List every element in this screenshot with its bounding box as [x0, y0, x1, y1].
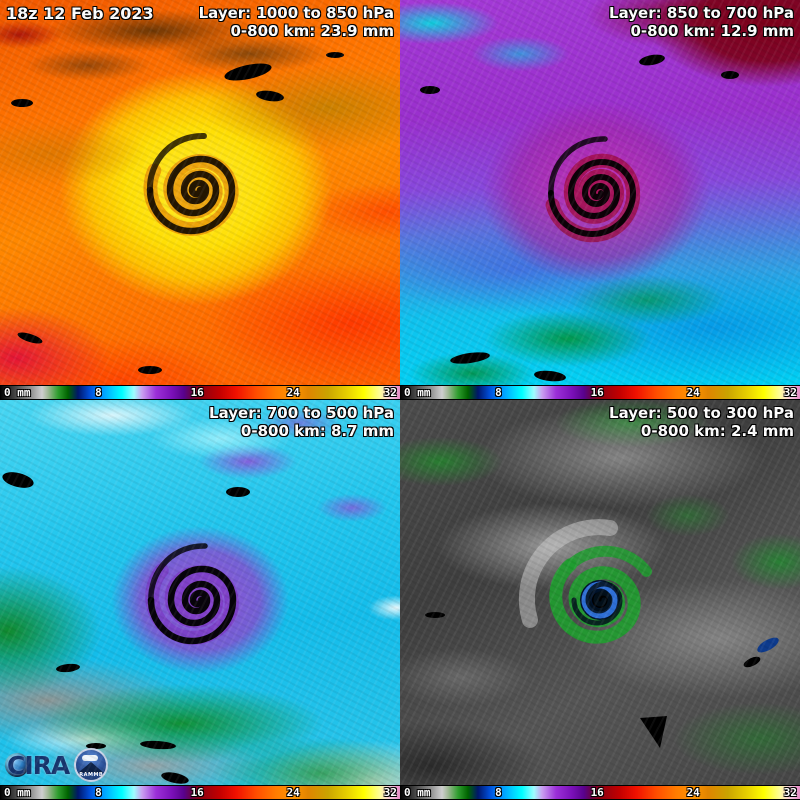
satellite-panel-850-700: Layer: 850 to 700 hPa 0-800 km: 12.9 mm [400, 0, 800, 385]
cira-logo: CIRA [5, 750, 70, 780]
colorbar-tick-32: 32 [383, 386, 397, 399]
layer-info-1000-850: Layer: 1000 to 850 hPa 0-800 km: 23.9 mm [199, 4, 394, 40]
mountain-icon [78, 762, 105, 773]
colorbar-tick-32: 32 [783, 386, 797, 399]
colorbar-zero-label: 0 mm [404, 386, 431, 399]
satellite-panel-700-500: Layer: 700 to 500 hPa 0-800 km: 8.7 mm CI… [0, 400, 400, 785]
layer-value: 0-800 km: 8.7 mm [240, 422, 394, 440]
satellite-panel-500-300: Layer: 500 to 300 hPa 0-800 km: 2.4 mm [400, 400, 800, 785]
colorbar-tick-24: 24 [286, 786, 300, 799]
layer-label: Layer: 1000 to 850 hPa [198, 4, 394, 22]
colorbar-tick-24: 24 [686, 786, 700, 799]
colorbar-500-300: 0 mm 8 16 24 32 [400, 785, 800, 800]
cyclone-spiral-icon [2, 472, 250, 784]
colorbar-tick-8: 8 [95, 386, 102, 399]
layer-info-500-300: Layer: 500 to 300 hPa 0-800 km: 2.4 mm [609, 404, 794, 440]
cyclone-spiral-icon [420, 54, 739, 382]
unit-850-700: Layer: 850 to 700 hPa 0-800 km: 12.9 mm 0… [400, 0, 800, 400]
colorbar-tick-24: 24 [686, 386, 700, 399]
cira-logo-text: CIRA [7, 750, 70, 780]
colorbar-700-500: 0 mm 8 16 24 32 [0, 785, 400, 800]
layer-info-850-700: Layer: 850 to 700 hPa 0-800 km: 12.9 mm [609, 4, 794, 40]
colorbar-zero-label: 0 mm [404, 786, 431, 799]
satellite-panel-1000-850: 18z 12 Feb 2023 Layer: 1000 to 850 hPa 0-… [0, 0, 400, 385]
colorbar-850-700: 0 mm 8 16 24 32 [400, 385, 800, 400]
colorbar-tick-32: 32 [383, 786, 397, 799]
colorbar-tick-8: 8 [495, 786, 502, 799]
rammb-logo: RAMMB [74, 748, 109, 782]
cyclone-spiral-icon [11, 52, 344, 374]
colorbar-tick-16: 16 [190, 786, 204, 799]
timestamp-label: 18z 12 Feb 2023 [6, 4, 154, 23]
rammb-logo-text: RAMMB [79, 772, 104, 778]
layer-value: 0-800 km: 23.9 mm [230, 22, 394, 40]
colorbar-tick-32: 32 [783, 786, 797, 799]
colorbar-tick-8: 8 [95, 786, 102, 799]
colorbar-tick-16: 16 [590, 786, 604, 799]
colorbar-tick-24: 24 [286, 386, 300, 399]
globe-icon [5, 753, 29, 777]
unit-1000-850: 18z 12 Feb 2023 Layer: 1000 to 850 hPa 0-… [0, 0, 400, 400]
logo-row: CIRA RAMMB [5, 748, 109, 782]
layer-info-700-500: Layer: 700 to 500 hPa 0-800 km: 8.7 mm [209, 404, 394, 440]
layer-label: Layer: 700 to 500 hPa [209, 404, 394, 422]
colorbar-tick-8: 8 [495, 386, 502, 399]
colorbar-zero-label: 0 mm [4, 786, 31, 799]
colorbar-zero-label: 0 mm [4, 386, 31, 399]
layer-value: 0-800 km: 12.9 mm [630, 22, 794, 40]
layer-label: Layer: 850 to 700 hPa [609, 4, 794, 22]
unit-500-300: Layer: 500 to 300 hPa 0-800 km: 2.4 mm 0 … [400, 400, 800, 800]
cyclone-spiral-icon [425, 519, 779, 748]
layer-label: Layer: 500 to 300 hPa [609, 404, 794, 422]
colorbar-tick-16: 16 [590, 386, 604, 399]
layer-value: 0-800 km: 2.4 mm [640, 422, 794, 440]
colorbar-tick-16: 16 [190, 386, 204, 399]
unit-700-500: Layer: 700 to 500 hPa 0-800 km: 8.7 mm CI… [0, 400, 400, 800]
cloud-icon [82, 755, 99, 761]
colorbar-1000-850: 0 mm 8 16 24 32 [0, 385, 400, 400]
